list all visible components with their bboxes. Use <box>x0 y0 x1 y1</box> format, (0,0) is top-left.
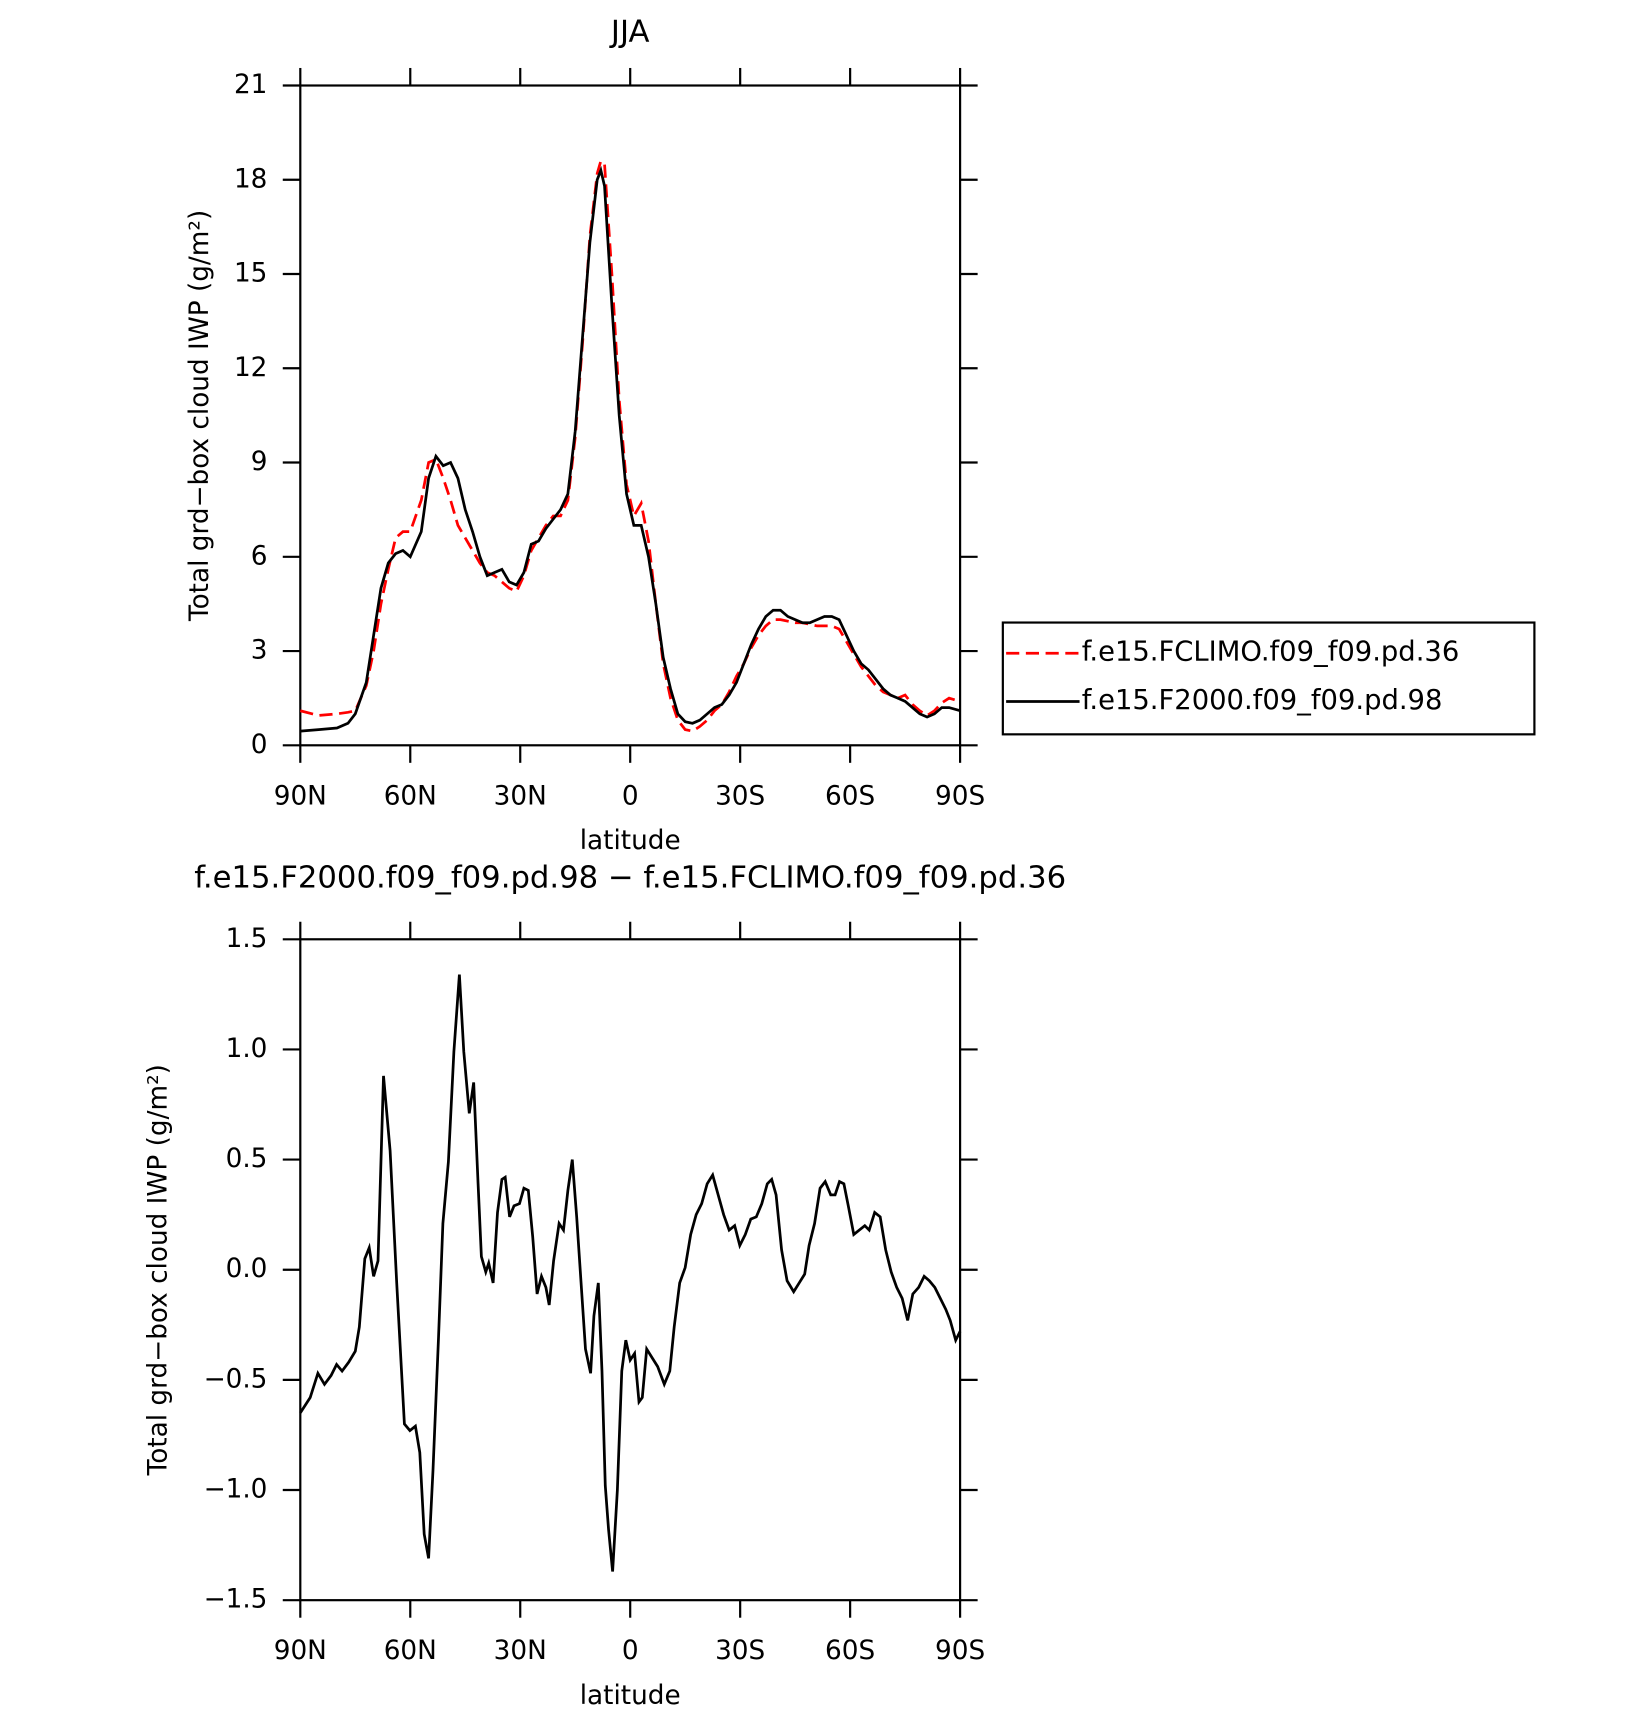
x-tick-label: 30N <box>494 781 547 811</box>
x-axis-label: latitude <box>580 1681 681 1711</box>
x-tick-label: 60S <box>825 781 875 811</box>
y-tick-label: 18 <box>234 164 267 194</box>
x-tick-label: 60S <box>825 1636 875 1666</box>
y-tick-label: 0.0 <box>226 1254 268 1284</box>
y-tick-label: 21 <box>234 70 267 100</box>
y-tick-label: 3 <box>251 636 268 666</box>
y-tick-label: 9 <box>251 447 268 477</box>
y-tick-label: 12 <box>234 353 267 383</box>
x-tick-label: 90S <box>935 1636 985 1666</box>
legend-box <box>1001 621 1536 736</box>
y-tick-label: 1.5 <box>226 924 268 954</box>
y-axis-label: Total grd−box cloud IWP (g/m²) <box>143 1064 173 1476</box>
legend-label: f.e15.F2000.f09_f09.pd.98 <box>1082 685 1443 716</box>
y-axis-label: Total grd−box cloud IWP (g/m²) <box>185 210 215 622</box>
y-tick-label: 0 <box>251 730 268 760</box>
x-tick-label: 30S <box>715 781 765 811</box>
chart-title: JJA <box>609 14 650 49</box>
x-tick-label: 90S <box>935 781 985 811</box>
data-line <box>300 165 961 733</box>
x-tick-label: 60N <box>384 1636 437 1666</box>
x-tick-label: 0 <box>622 781 639 811</box>
y-tick-label: 0.5 <box>226 1144 268 1174</box>
y-tick-label: 1.0 <box>226 1034 268 1064</box>
x-tick-label: 90N <box>274 1636 327 1666</box>
y-tick-label: 15 <box>234 259 267 289</box>
legend-label: f.e15.FCLIMO.f09_f09.pd.36 <box>1082 637 1460 668</box>
data-line <box>299 974 962 1572</box>
x-tick-label: 30N <box>494 1636 547 1666</box>
chart-title: f.e15.F2000.f09_f09.pd.98 − f.e15.FCLIMO… <box>194 861 1066 896</box>
y-tick-label: −0.5 <box>204 1364 268 1394</box>
x-tick-label: 30S <box>715 1636 765 1666</box>
y-tick-label: −1.0 <box>204 1475 268 1505</box>
data-line <box>299 158 961 733</box>
x-tick-label: 60N <box>384 781 437 811</box>
plot-frame <box>299 938 962 1602</box>
y-tick-label: −1.5 <box>204 1585 268 1615</box>
x-tick-label: 90N <box>274 781 327 811</box>
x-axis-label: latitude <box>580 826 681 856</box>
plot-frame <box>299 84 962 747</box>
y-tick-label: 6 <box>251 541 268 571</box>
x-tick-label: 0 <box>622 1636 639 1666</box>
